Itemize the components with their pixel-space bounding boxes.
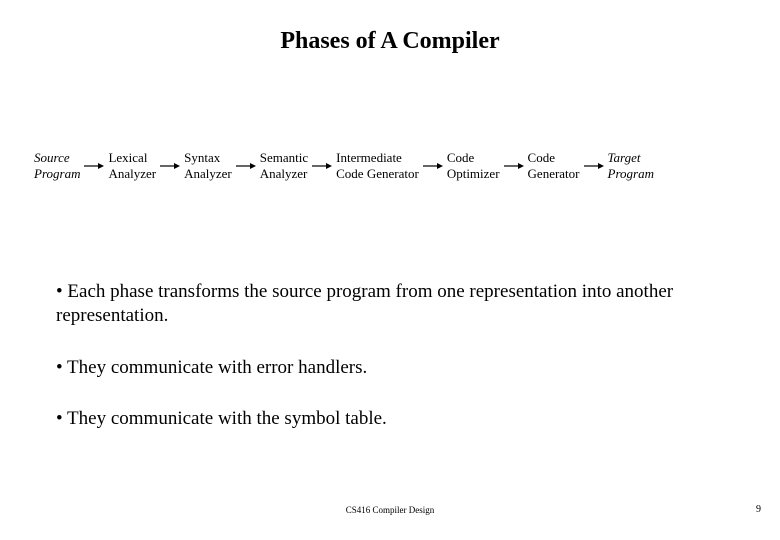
slide: Phases of A Compiler SourceProgramLexica… — [0, 0, 780, 540]
arrow-icon — [504, 161, 524, 171]
stage-1: LexicalAnalyzer — [108, 150, 156, 181]
stage-line2: Analyzer — [184, 166, 232, 182]
stage-3: SemanticAnalyzer — [260, 150, 308, 181]
stage-line2: Code Generator — [336, 166, 419, 182]
stage-line2: Analyzer — [108, 166, 156, 182]
stage-line1: Lexical — [108, 150, 156, 166]
stage-0: SourceProgram — [34, 150, 80, 181]
stage-line1: Target — [608, 150, 654, 166]
stage-line2: Analyzer — [260, 166, 308, 182]
arrow-icon — [423, 161, 443, 171]
bullet-item: • They communicate with error handlers. — [56, 356, 736, 380]
stage-5: CodeOptimizer — [447, 150, 500, 181]
stage-6: CodeGenerator — [528, 150, 580, 181]
arrow-icon — [160, 161, 180, 171]
stage-line1: Semantic — [260, 150, 308, 166]
stage-line2: Generator — [528, 166, 580, 182]
arrow-icon — [84, 161, 104, 171]
stage-line2: Optimizer — [447, 166, 500, 182]
stage-line2: Program — [608, 166, 654, 182]
arrow-icon — [312, 161, 332, 171]
bullet-item: • They communicate with the symbol table… — [56, 407, 736, 431]
bullet-list: • Each phase transforms the source progr… — [56, 280, 736, 459]
footer-page-number: 9 — [756, 504, 761, 515]
arrow-icon — [584, 161, 604, 171]
footer-center: CS416 Compiler Design — [0, 505, 780, 515]
bullet-item: • Each phase transforms the source progr… — [56, 280, 736, 328]
stage-line1: Syntax — [184, 150, 232, 166]
stage-line1: Code — [447, 150, 500, 166]
stage-4: IntermediateCode Generator — [336, 150, 419, 181]
arrow-icon — [236, 161, 256, 171]
stage-line1: Code — [528, 150, 580, 166]
stage-7: TargetProgram — [608, 150, 654, 181]
stage-line2: Program — [34, 166, 80, 182]
pipeline-flow: SourceProgramLexicalAnalyzerSyntaxAnalyz… — [34, 150, 654, 181]
stage-2: SyntaxAnalyzer — [184, 150, 232, 181]
page-title: Phases of A Compiler — [0, 28, 780, 55]
stage-line1: Source — [34, 150, 80, 166]
stage-line1: Intermediate — [336, 150, 419, 166]
